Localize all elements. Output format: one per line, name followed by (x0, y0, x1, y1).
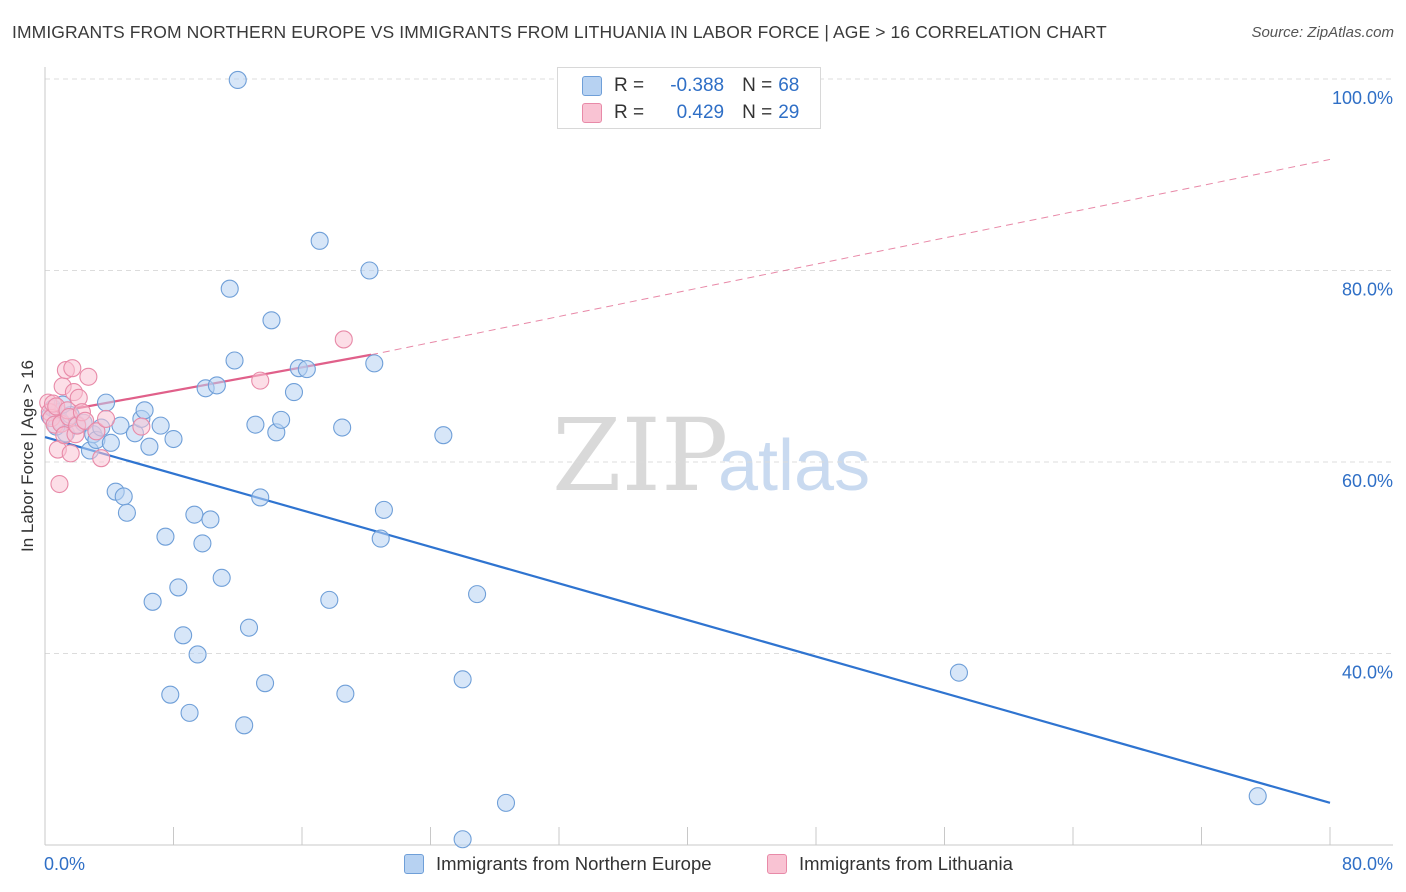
point-northern-europe (434, 426, 453, 445)
point-northern-europe (262, 311, 281, 330)
point-northern-europe (453, 670, 472, 689)
point-northern-europe (374, 500, 393, 519)
point-lithuania (63, 359, 82, 378)
point-northern-europe (193, 534, 212, 553)
legend-item-northern-europe: Immigrants from Northern Europe (404, 850, 712, 878)
grid-lines (45, 78, 1393, 654)
point-northern-europe (114, 487, 133, 506)
trend-line-lithuania-extension (370, 158, 1331, 356)
r-value: -0.388 (670, 75, 725, 96)
point-lithuania (79, 367, 98, 386)
x-tick-label: 80.0% (1342, 854, 1393, 874)
y-tick-label: 80.0% (1342, 280, 1393, 300)
watermark-zip: ZIP (552, 397, 728, 514)
point-lithuania (61, 444, 80, 463)
stats-legend: R = -0.388 N = 68 R = 0.429 N = 29 (557, 67, 821, 129)
point-lithuania (76, 411, 95, 430)
pink-swatch (767, 854, 787, 874)
point-northern-europe (169, 578, 188, 597)
point-northern-europe (256, 674, 275, 693)
r-value: 0.429 (676, 102, 725, 123)
blue-swatch (582, 76, 602, 96)
point-northern-europe (239, 618, 259, 637)
n-label: N = (742, 75, 773, 96)
point-northern-europe (180, 703, 199, 722)
point-northern-europe (188, 645, 207, 664)
series-legend: Immigrants from Northern Europe Immigran… (0, 850, 1406, 878)
point-northern-europe (140, 437, 159, 456)
legend-label: Immigrants from Lithuania (799, 853, 1013, 874)
y-tick-label: 40.0% (1342, 663, 1393, 683)
point-northern-europe (228, 70, 247, 90)
point-lithuania (96, 409, 116, 428)
x-tick-label: 0.0% (44, 854, 85, 874)
point-northern-europe (453, 830, 472, 849)
point-lithuania (87, 422, 106, 441)
point-northern-europe (1248, 787, 1267, 806)
point-northern-europe (272, 410, 291, 429)
n-value: 68 (778, 75, 800, 96)
point-northern-europe (468, 585, 487, 604)
pink-swatch (582, 103, 602, 123)
n-value: 29 (778, 102, 800, 123)
point-northern-europe (161, 685, 180, 704)
point-northern-europe (212, 568, 231, 587)
y-tick-label: 100.0% (1332, 88, 1393, 108)
point-northern-europe (371, 529, 390, 548)
chart-title: IMMIGRANTS FROM NORTHERN EUROPE VS IMMIG… (12, 22, 1107, 42)
point-northern-europe (156, 527, 175, 546)
point-northern-europe (251, 488, 270, 507)
point-northern-europe (333, 418, 352, 437)
watermark-atlas: atlas (718, 426, 870, 506)
point-northern-europe (185, 505, 204, 524)
legend-label: Immigrants from Northern Europe (436, 853, 712, 874)
axes (44, 67, 1393, 846)
point-northern-europe (143, 592, 162, 611)
point-lithuania (50, 474, 69, 494)
tick-labels: 40.0% 60.0% 80.0% 100.0% 0.0% 80.0% (44, 88, 1393, 874)
blue-swatch (404, 854, 424, 874)
point-northern-europe (151, 416, 170, 435)
point-northern-europe (225, 351, 244, 370)
point-northern-europe (246, 415, 265, 434)
point-northern-europe (101, 433, 120, 452)
point-northern-europe (496, 793, 516, 812)
n-label: N = (742, 102, 773, 123)
r-label: R = (614, 75, 645, 96)
point-northern-europe (207, 376, 226, 395)
legend-item-lithuania: Immigrants from Lithuania (767, 850, 1013, 878)
source-label: Source: ZipAtlas.com (1251, 24, 1394, 41)
stats-row-lithuania: R = 0.429 N = 29 (582, 100, 799, 126)
point-northern-europe (96, 393, 116, 412)
point-northern-europe (949, 663, 969, 682)
point-northern-europe (201, 510, 220, 529)
point-lithuania (334, 330, 353, 349)
data-points (39, 70, 1267, 849)
point-lithuania (132, 417, 151, 436)
point-northern-europe (310, 231, 329, 250)
y-tick-label: 60.0% (1342, 471, 1393, 491)
point-northern-europe (365, 354, 384, 373)
point-northern-europe (135, 401, 154, 420)
point-northern-europe (297, 360, 316, 379)
point-northern-europe (220, 279, 239, 298)
stats-row-northern-europe: R = -0.388 N = 68 (582, 73, 799, 99)
point-northern-europe (235, 716, 254, 735)
r-label: R = (614, 102, 645, 123)
point-northern-europe (360, 261, 379, 280)
point-northern-europe (320, 590, 339, 609)
point-northern-europe (174, 626, 193, 645)
point-lithuania (92, 449, 111, 468)
point-northern-europe (284, 383, 304, 402)
point-lithuania (251, 371, 270, 390)
point-northern-europe (336, 684, 355, 703)
point-northern-europe (164, 429, 183, 449)
point-northern-europe (117, 503, 136, 522)
